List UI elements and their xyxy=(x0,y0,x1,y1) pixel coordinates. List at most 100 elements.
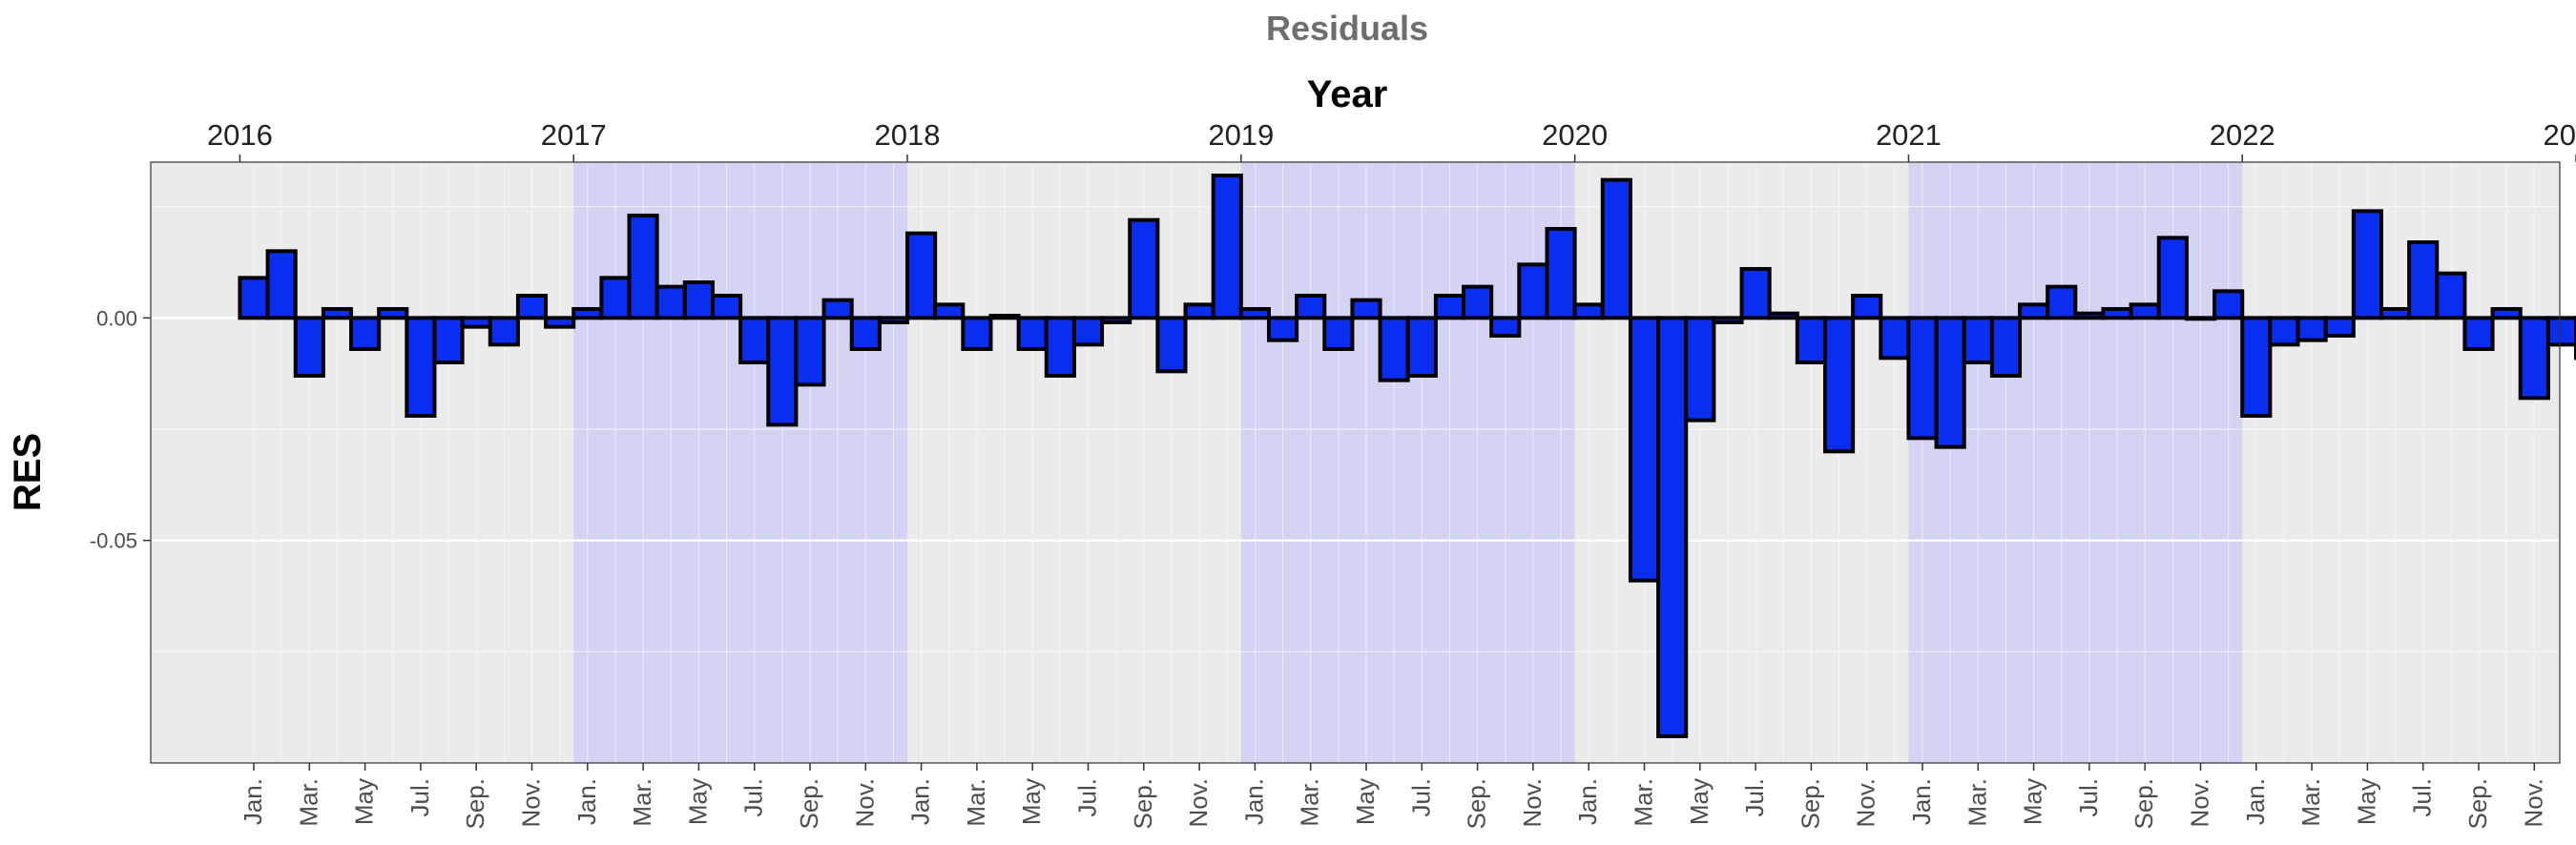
bar xyxy=(1100,316,1132,325)
month-tick-label: May xyxy=(683,778,712,825)
month-tick-label: Sep. xyxy=(1129,778,1157,830)
bar xyxy=(1822,316,1856,454)
bar xyxy=(1322,316,1355,352)
month-tick-label: Jan. xyxy=(1907,778,1936,825)
bar xyxy=(488,316,520,347)
bar xyxy=(1989,316,2023,379)
bar xyxy=(2101,307,2133,320)
bar xyxy=(2323,316,2356,339)
bar xyxy=(1656,316,1689,738)
bar xyxy=(1433,294,1466,320)
bar xyxy=(682,280,715,320)
bar xyxy=(432,316,465,365)
shade-2021 xyxy=(1908,162,2243,763)
bar xyxy=(1071,316,1105,347)
bar xyxy=(1016,316,1049,352)
bar xyxy=(1545,227,1577,320)
month-tick-label: Sep. xyxy=(1463,778,1491,830)
bar xyxy=(1238,307,1271,320)
year-tick-label: 2020 xyxy=(1542,118,1608,152)
bar xyxy=(1350,298,1382,320)
month-tick-label: Nov. xyxy=(1852,778,1880,828)
bar xyxy=(460,316,492,329)
month-tick-label: Sep. xyxy=(2463,778,2492,830)
bar xyxy=(238,276,270,320)
bar xyxy=(2046,284,2078,320)
bar xyxy=(1572,302,1605,320)
bar xyxy=(1517,262,1549,320)
y-tick-label: 0.00 xyxy=(96,306,137,330)
y-tick-label: -0.05 xyxy=(90,529,137,553)
shade-2017 xyxy=(573,162,908,763)
bar xyxy=(1489,316,1522,339)
bar xyxy=(2545,316,2576,347)
year-tick-label: 2023 xyxy=(2544,118,2576,152)
month-tick-label: Jul. xyxy=(1406,778,1435,816)
bar xyxy=(1462,284,1494,320)
month-tick-label: Jul. xyxy=(739,778,768,816)
bar xyxy=(265,249,298,320)
bar xyxy=(1934,316,1966,449)
month-tick-label: Jul. xyxy=(2074,778,2103,816)
month-tick-label: Jul. xyxy=(1073,778,1102,816)
month-tick-label: May xyxy=(1685,778,1714,825)
bar xyxy=(1684,316,1716,422)
bar xyxy=(515,294,549,320)
bar xyxy=(1378,316,1410,382)
bar xyxy=(2462,316,2495,352)
bar xyxy=(2184,316,2217,321)
bar xyxy=(2156,236,2189,320)
month-tick-label: May xyxy=(1017,778,1046,825)
month-tick-label: Mar. xyxy=(962,778,990,827)
bar xyxy=(2407,240,2440,320)
bar xyxy=(405,316,437,419)
bar xyxy=(377,307,409,320)
month-tick-label: Nov. xyxy=(850,778,879,828)
month-tick-label: Mar. xyxy=(294,778,322,827)
month-tick-label: Jan. xyxy=(1573,778,1602,825)
month-tick-label: Jan. xyxy=(239,778,267,825)
bar xyxy=(821,298,854,320)
month-tick-label: Nov. xyxy=(2186,778,2214,828)
bar xyxy=(1795,316,1827,365)
axes: 0.00 -0.05 2016 2017 2018 2019 2020 2021 2022 202… xyxy=(90,118,2576,830)
bar xyxy=(1628,316,1661,583)
bar xyxy=(2268,316,2300,347)
year-tick-label: 2016 xyxy=(207,118,273,152)
bar xyxy=(2518,316,2550,401)
bars xyxy=(238,174,2576,738)
month-tick-label: Jul. xyxy=(2408,778,2437,816)
bar xyxy=(627,214,659,320)
bar xyxy=(2296,316,2328,342)
bar xyxy=(2129,302,2161,320)
month-tick-label: Mar. xyxy=(1630,778,1658,827)
year-tick-label: 2022 xyxy=(2210,118,2275,152)
bar xyxy=(654,284,687,320)
bar xyxy=(1962,316,1994,365)
year-tick-label: 2018 xyxy=(875,118,941,152)
bar xyxy=(1211,174,1243,320)
bar xyxy=(349,316,382,352)
month-tick-label: Sep. xyxy=(2129,778,2158,830)
bar xyxy=(1739,267,1772,320)
bar xyxy=(794,316,826,387)
month-tick-label: Mar. xyxy=(1296,778,1324,827)
shade-2019 xyxy=(1240,162,1575,763)
bar xyxy=(2240,316,2273,419)
bar xyxy=(1600,177,1632,320)
bar xyxy=(2435,271,2467,320)
month-tick-label: Nov. xyxy=(2519,778,2547,828)
bar xyxy=(766,316,799,427)
month-tick-label: Mar. xyxy=(628,778,656,827)
bar xyxy=(571,307,604,320)
year-tick-label: 2017 xyxy=(541,118,607,152)
bar xyxy=(2379,307,2412,320)
chart-title: Residuals xyxy=(1266,9,1428,48)
bar xyxy=(877,316,910,325)
month-tick-label: Sep. xyxy=(461,778,489,830)
bar xyxy=(961,316,993,352)
month-tick-label: May xyxy=(2019,778,2047,825)
month-tick-label: Jan. xyxy=(2575,778,2576,825)
bar xyxy=(1183,302,1215,320)
